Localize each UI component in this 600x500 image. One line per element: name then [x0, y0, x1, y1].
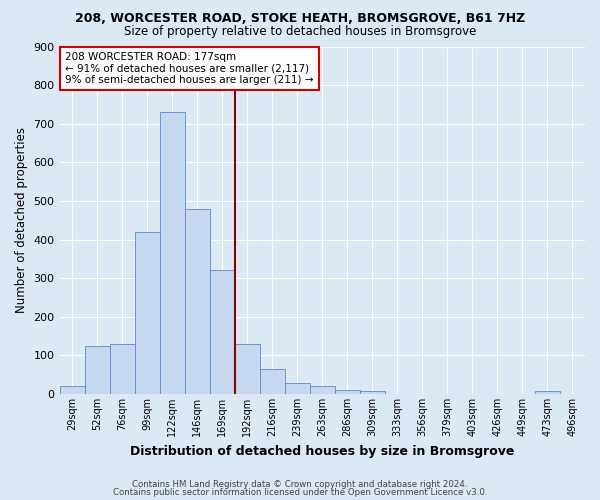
Bar [335, 390, 360, 394]
Bar [360, 391, 385, 394]
Bar [134, 232, 160, 394]
Text: Contains HM Land Registry data © Crown copyright and database right 2024.: Contains HM Land Registry data © Crown c… [132, 480, 468, 489]
Bar [59, 386, 85, 394]
Bar [285, 383, 310, 394]
Bar [235, 344, 260, 394]
Text: Size of property relative to detached houses in Bromsgrove: Size of property relative to detached ho… [124, 25, 476, 38]
Text: 208 WORCESTER ROAD: 177sqm
← 91% of detached houses are smaller (2,117)
9% of se: 208 WORCESTER ROAD: 177sqm ← 91% of deta… [65, 52, 313, 85]
Bar [185, 208, 209, 394]
Text: Contains public sector information licensed under the Open Government Licence v3: Contains public sector information licen… [113, 488, 487, 497]
Bar [110, 344, 134, 394]
Y-axis label: Number of detached properties: Number of detached properties [15, 128, 28, 314]
Bar [260, 369, 285, 394]
X-axis label: Distribution of detached houses by size in Bromsgrove: Distribution of detached houses by size … [130, 444, 514, 458]
Bar [310, 386, 335, 394]
Text: 208, WORCESTER ROAD, STOKE HEATH, BROMSGROVE, B61 7HZ: 208, WORCESTER ROAD, STOKE HEATH, BROMSG… [75, 12, 525, 26]
Bar [85, 346, 110, 394]
Bar [160, 112, 185, 394]
Bar [209, 270, 235, 394]
Bar [535, 391, 560, 394]
